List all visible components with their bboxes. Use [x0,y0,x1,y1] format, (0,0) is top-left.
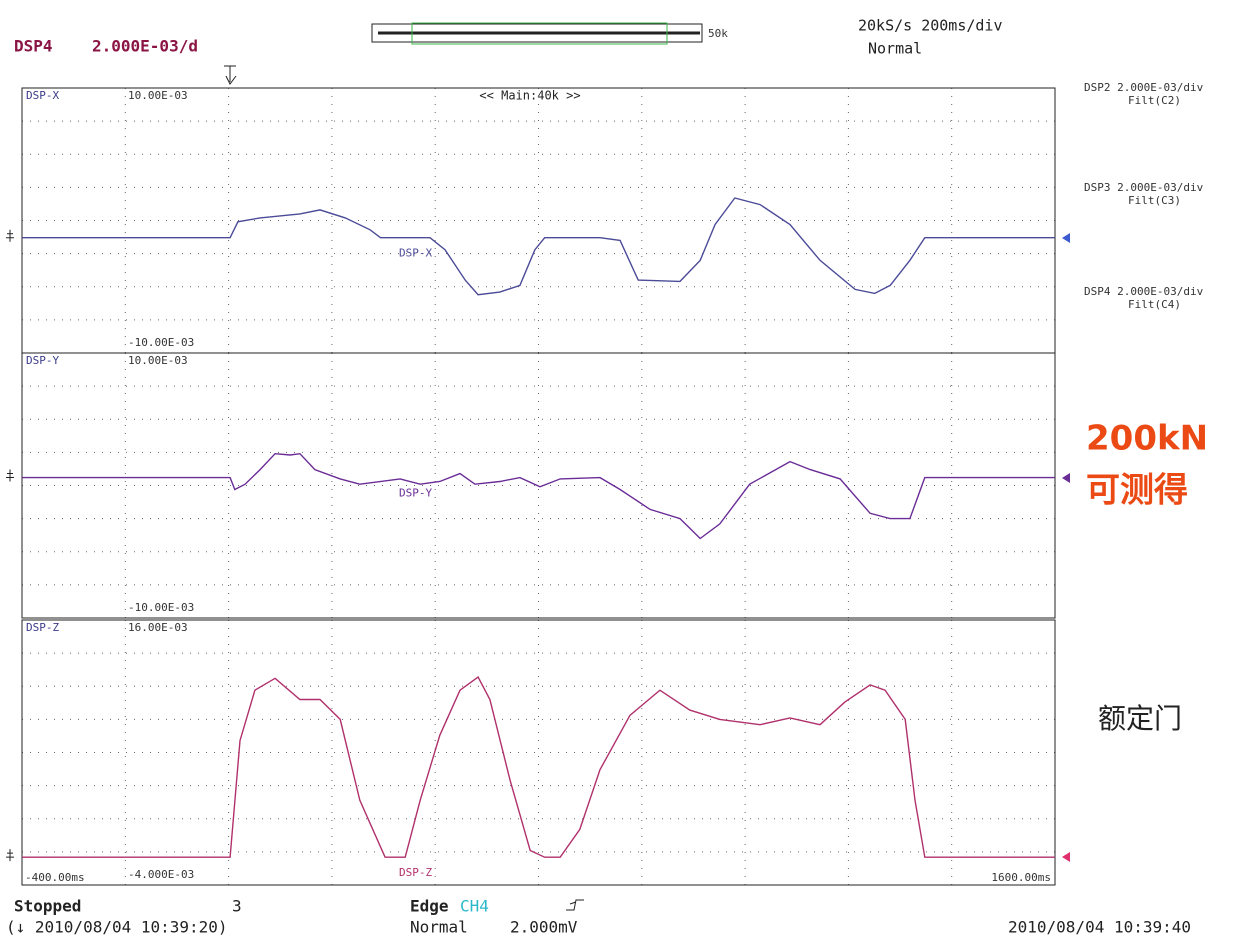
panel-title: DSP-Y [26,354,59,367]
panel-title: DSP-Z [26,621,59,634]
panel-frame [22,620,1055,885]
ground-symbol [6,230,14,242]
trigger: Edge [410,897,449,916]
y-tick-label: -4.000E-03 [128,868,194,881]
y-tick-label: 10.00E-03 [128,89,188,102]
ground-symbol [6,470,14,482]
overlay-text: 200kN [1086,419,1208,459]
trigger-marker [224,66,236,84]
level-marker [1062,852,1070,862]
edge-icon [566,900,584,910]
x-tick-label: -400.00ms [25,871,85,884]
mode: Normal [868,40,922,58]
scale: 2.000E-03/d [92,37,198,56]
trigger-mode: Normal [410,918,468,937]
zoom-label: << Main:40k >> [479,89,580,103]
end-time: 2010/08/04 10:39:40 [1008,918,1191,937]
count: 3 [232,897,242,916]
side-label: DSP4 2.000E-03/div [1084,285,1204,298]
scope-screen: DSP4 2.000E-03/d 50k 20kS/s 200ms/div No… [0,0,1260,943]
trace-label: DSP-X [399,247,432,260]
y-tick-label: 10.00E-03 [128,354,188,367]
panel-title: DSP-X [26,89,59,102]
trace [22,454,1055,539]
level-marker [1062,473,1070,483]
y-tick-label: -10.00E-03 [128,601,194,614]
trigger-level: 2.000mV [510,918,578,937]
trigger-channel: CH4 [460,897,489,916]
trace [22,677,1055,857]
rate: 20kS/s 200ms/div [858,17,1003,35]
start-time: (↓ 2010/08/04 10:39:20) [6,918,228,937]
side-filter: Filt(C4) [1128,298,1181,311]
trace-label: DSP-Y [399,487,432,500]
overlay-text: 可测得 [1086,471,1188,511]
record-length: 50k [708,27,728,40]
overlay-text: 额定门 [1098,702,1182,735]
status: Stopped [14,897,81,916]
y-tick-label: -10.00E-03 [128,336,194,349]
channel: DSP4 [14,37,53,56]
ground-symbol [6,849,14,861]
trace-label: DSP-Z [399,866,432,879]
y-tick-label: 16.00E-03 [128,621,188,634]
side-label: DSP2 2.000E-03/div [1084,81,1204,94]
level-marker [1062,233,1070,243]
side-filter: Filt(C2) [1128,94,1181,107]
side-filter: Filt(C3) [1128,194,1181,207]
x-tick-label: 1600.00ms [991,871,1051,884]
side-label: DSP3 2.000E-03/div [1084,181,1204,194]
panel-frame [22,88,1055,353]
